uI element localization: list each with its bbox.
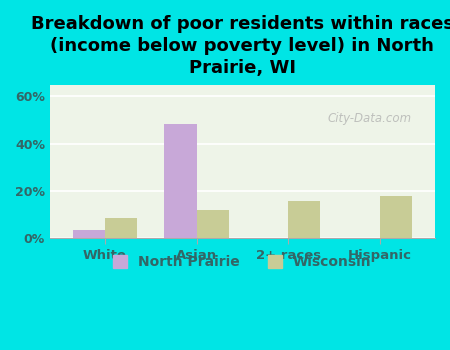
Bar: [105, 218, 137, 238]
Bar: [288, 201, 320, 238]
Title: Breakdown of poor residents within races
(income below poverty level) in North
P: Breakdown of poor residents within races…: [31, 15, 450, 77]
Text: City-Data.com: City-Data.com: [327, 112, 411, 125]
Legend: North Prairie, Wisconsin: North Prairie, Wisconsin: [108, 250, 377, 275]
Bar: [73, 230, 105, 238]
Bar: [197, 210, 229, 238]
Bar: [165, 124, 197, 238]
Bar: [380, 196, 412, 238]
